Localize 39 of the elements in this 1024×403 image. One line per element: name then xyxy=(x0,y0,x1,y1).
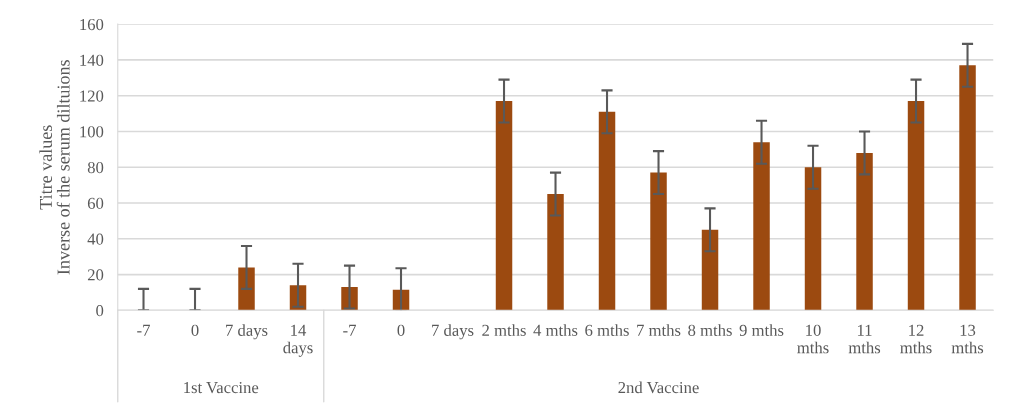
x-tick-label: 7 days xyxy=(432,324,474,340)
x-tick-label: 0 xyxy=(191,324,199,336)
y-tick-label: 140 xyxy=(80,54,104,66)
y-tick-label: 100 xyxy=(80,126,104,138)
x-tick-label: 7 days xyxy=(226,324,268,340)
y-tick-label: 120 xyxy=(80,90,104,102)
x-tick-label: 14 days xyxy=(283,324,313,357)
x-tick-label: 8 mths xyxy=(688,324,732,336)
x-tick-label: -7 xyxy=(343,324,356,336)
x-tick-label: 4 mths xyxy=(533,324,578,336)
x-tick-label: -7 xyxy=(137,324,150,336)
bar xyxy=(907,101,925,311)
y-tick-label: 40 xyxy=(87,233,104,245)
x-tick-label: 0 xyxy=(397,324,405,336)
bar xyxy=(856,152,873,311)
bar xyxy=(701,229,719,311)
bar xyxy=(804,167,822,311)
bar xyxy=(753,142,770,311)
bar xyxy=(547,194,564,311)
x-tick-label: 11 mths xyxy=(848,324,881,354)
x-tick-label: 13 mths xyxy=(951,324,984,354)
bar xyxy=(598,111,616,311)
text: 1st Vaccine xyxy=(184,381,259,394)
y-axis-title: Titre values Inverse of the serum diltuions xyxy=(39,60,70,275)
y-tick-label: 160 xyxy=(80,18,104,31)
y-tick-label: 80 xyxy=(87,161,104,174)
y-tick-label: 60 xyxy=(87,197,104,209)
x-tick-label: 12 mths xyxy=(900,324,932,354)
bar xyxy=(495,101,513,311)
x-tick-label: 6 mths xyxy=(585,324,629,336)
bar xyxy=(959,65,976,311)
x-tick-label: 7 mths xyxy=(637,324,681,336)
text: 2nd Vaccine xyxy=(618,381,699,394)
x-tick-label: 10 mths xyxy=(797,324,829,354)
x-tick-label: 2 mths xyxy=(482,324,526,336)
y-tick-label: 20 xyxy=(87,269,104,281)
y-tick-label: 0 xyxy=(96,305,104,317)
bar xyxy=(650,172,667,311)
x-tick-label: 9 mths xyxy=(739,324,784,336)
